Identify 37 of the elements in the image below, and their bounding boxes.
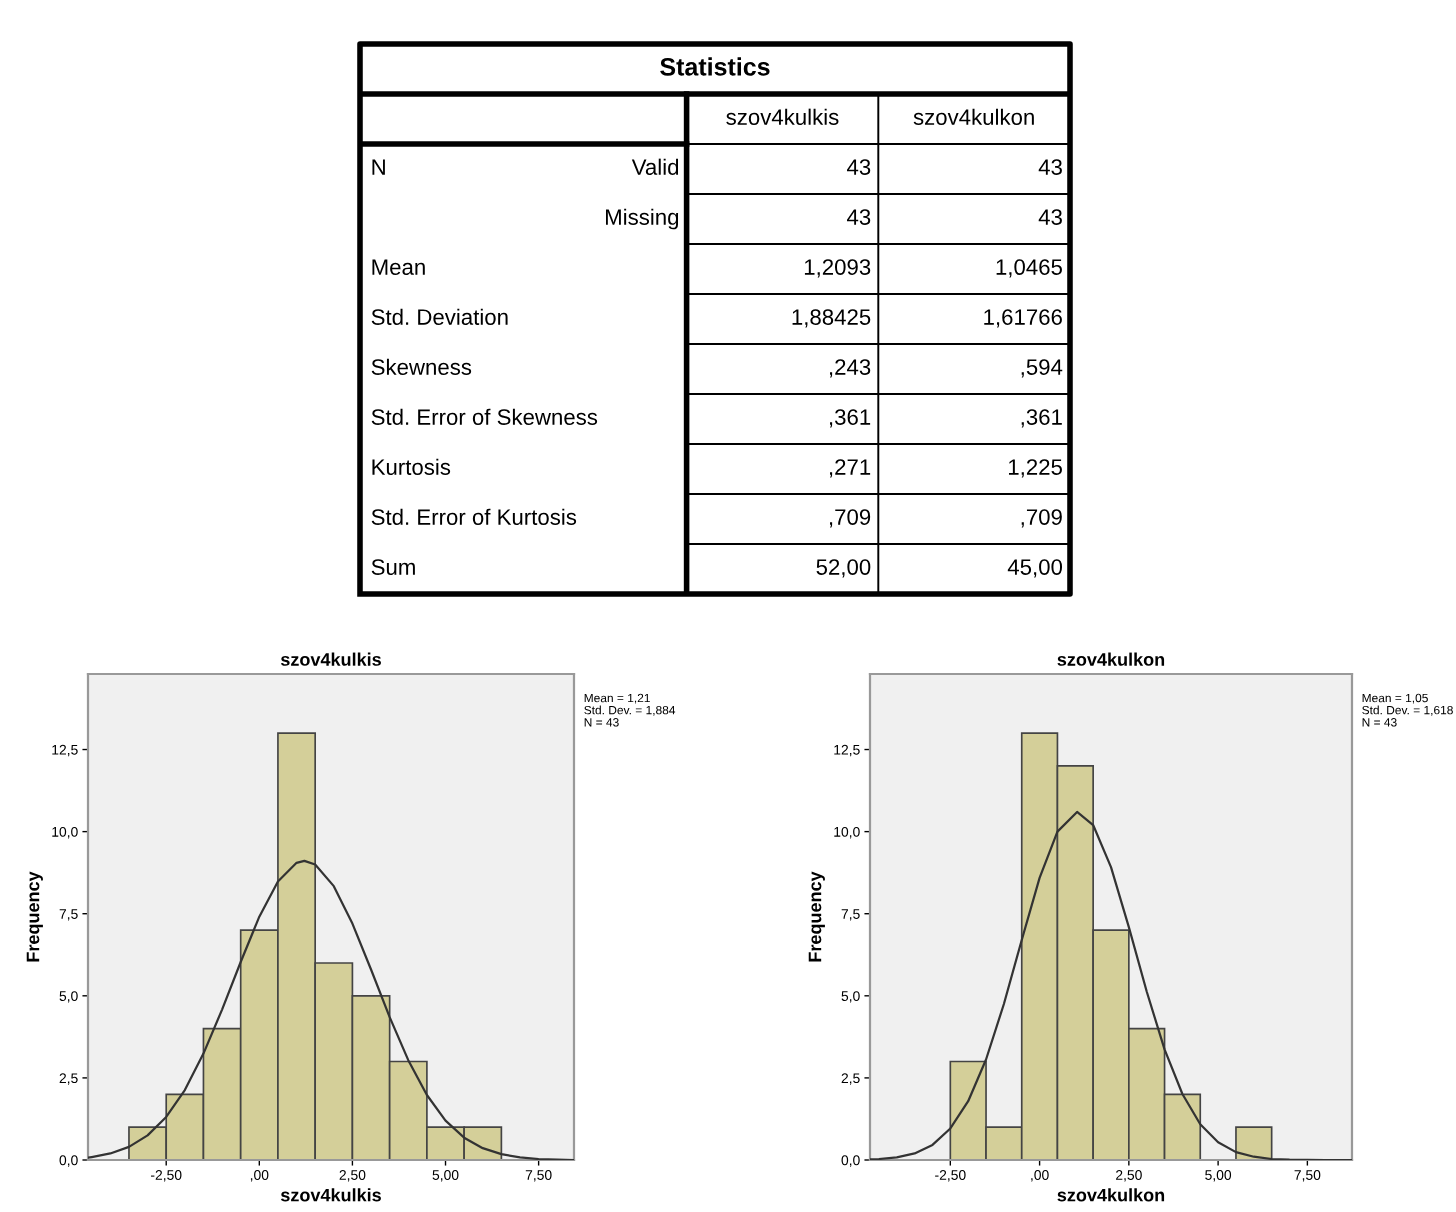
- text: ,709: [1021, 509, 1062, 528]
- text: Statistics: [660, 57, 770, 76]
- x-axis-title: szov4kulkon: [1057, 1188, 1165, 1202]
- text: ,709: [829, 509, 871, 528]
- text: ,594: [1021, 359, 1063, 378]
- text: 52,00: [816, 559, 871, 578]
- text: ,243: [829, 359, 871, 378]
- text: N: [372, 159, 385, 175]
- x-axis-title: szov4kulkis: [280, 1188, 381, 1202]
- text: 1,2093: [804, 259, 871, 278]
- text: 1,225: [1008, 459, 1062, 478]
- text: szov4kulkis: [726, 108, 839, 125]
- text: 1,61766: [984, 309, 1062, 328]
- text: szov4kulkon: [913, 108, 1034, 125]
- text: 1,88425: [792, 309, 871, 328]
- text: Std. Deviation: [371, 308, 508, 325]
- text: Std. Error of Kurtosis: [371, 508, 577, 525]
- y-axis-title: Frequency: [26, 871, 43, 962]
- text: 43: [847, 209, 871, 225]
- text: Skewness: [371, 358, 472, 375]
- text: Missing: [606, 208, 679, 230]
- text: 45,00: [1007, 559, 1063, 578]
- text: 43: [847, 159, 871, 175]
- chart-title: szov4kulkis: [280, 652, 381, 666]
- text: 1,0465: [996, 259, 1062, 278]
- text: 43: [1038, 209, 1062, 225]
- text: ,361: [1021, 409, 1062, 428]
- text: Sum: [371, 559, 415, 575]
- text: Std. Error of Skewness: [371, 408, 598, 425]
- text: ,271: [829, 459, 871, 478]
- text: Kurtosis: [372, 458, 451, 475]
- y-axis-title: Frequency: [808, 871, 825, 962]
- text: Valid: [631, 158, 679, 175]
- chart-title: szov4kulkon: [1057, 652, 1165, 666]
- text: ,361: [829, 409, 871, 428]
- text: Mean: [372, 259, 425, 275]
- text: 43: [1038, 159, 1062, 175]
